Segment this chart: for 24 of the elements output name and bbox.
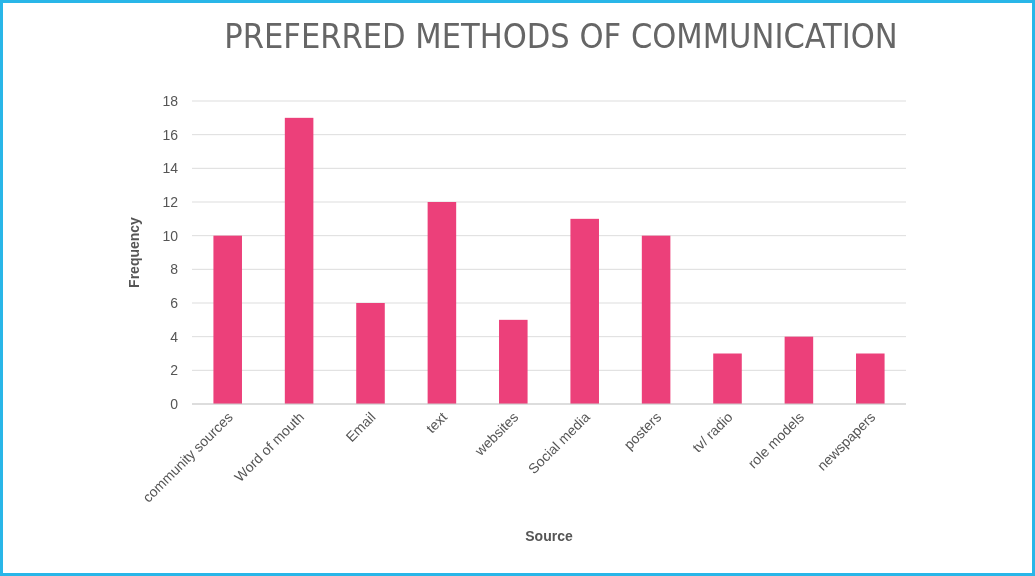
x-tick-label: text: [422, 408, 451, 437]
y-axis-title: Frequency: [126, 216, 142, 288]
y-tick-label: 0: [170, 395, 179, 412]
y-tick-label: 12: [162, 193, 179, 210]
y-tick-label: 2: [170, 362, 179, 379]
y-tick-label: 14: [162, 160, 179, 177]
y-tick-label: 6: [170, 294, 179, 311]
y-tick-label: 4: [170, 328, 179, 345]
bar: [784, 336, 814, 404]
bar: [213, 235, 242, 404]
bar: [856, 353, 885, 404]
bar: [499, 319, 528, 404]
bar: [427, 202, 457, 404]
bar: [570, 218, 599, 404]
bar: [641, 235, 671, 404]
bar: [284, 117, 314, 404]
chart-title: PREFERRED METHODS OF COMMUNICATION: [224, 16, 898, 56]
bar: [713, 353, 742, 404]
y-tick-label: 10: [162, 227, 179, 244]
x-axis-title: Source: [525, 528, 573, 544]
y-tick-label: 16: [162, 126, 179, 143]
y-tick-label: 8: [170, 261, 179, 278]
bar: [356, 303, 385, 404]
y-tick-label: 18: [162, 92, 179, 109]
